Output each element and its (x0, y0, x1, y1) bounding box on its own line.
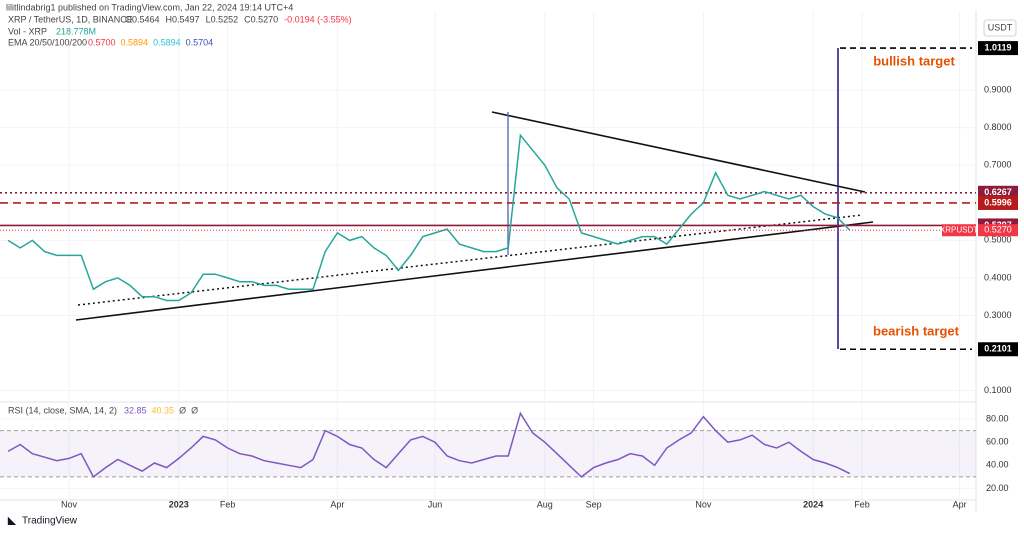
y-tick-label: 0.9000 (984, 84, 1012, 94)
volume-label: Vol - XRP (8, 26, 47, 36)
trendline (75, 221, 874, 321)
ohlc-value: H0.5497 (166, 14, 200, 24)
symbol: XRP / TetherUS, 1D, BINANCE (8, 14, 133, 24)
rsi-legend-value: 40.35 (152, 405, 175, 415)
ema-value: 0.5894 (121, 37, 149, 47)
ohlc-value: O0.5464 (125, 14, 160, 24)
series-line (7, 133, 851, 302)
y-tick-label: 20.00 (986, 483, 1009, 493)
y-tick-label: 0.5000 (984, 235, 1012, 245)
x-tick-label: Sep (586, 499, 602, 509)
price-label: 1.0119 (984, 42, 1011, 52)
y-tick-label: 0.4000 (984, 272, 1012, 282)
current-name: XRPUSDT (940, 225, 978, 234)
ohlc-value: L0.5252 (206, 14, 239, 24)
current-price-box (978, 224, 1018, 237)
volume-value: 218.778M (56, 26, 96, 36)
x-tick-label: Nov (695, 499, 712, 509)
x-tick-label: Feb (854, 499, 870, 509)
plot (0, 47, 976, 479)
annotation: bearish target (873, 323, 960, 338)
rsi-title: RSI (14, close, SMA, 14, 2) (8, 405, 117, 415)
x-tick-label: Aug (537, 499, 553, 509)
y-tick-label: 0.7000 (984, 160, 1012, 170)
series-line (7, 411, 851, 479)
ema-value: 0.5704 (186, 37, 214, 47)
rsi-legend-value: Ø (191, 405, 198, 415)
annotation: bullish target (873, 53, 955, 68)
y-tick-label: 60.00 (986, 437, 1009, 447)
y-tick-label: 80.00 (986, 413, 1009, 423)
x-tick-label: 2024 (803, 499, 823, 509)
ema-label: EMA 20/50/100/200 (8, 37, 87, 47)
rsi-legend-value: 32.85 (124, 405, 147, 415)
logo: TradingView (22, 516, 78, 527)
publisher: lilitlindabrig1 published on TradingView… (6, 2, 293, 12)
x-tick-label: Apr (953, 499, 967, 509)
rsi-legend-value: Ø (179, 405, 186, 415)
price-label-box (978, 342, 1018, 357)
ohlc-value: -0.0194 (-3.55%) (284, 14, 352, 24)
y-tick-label: 40.00 (986, 460, 1009, 470)
ohlc-value: C0.5270 (244, 14, 278, 24)
ema-value: 0.5894 (153, 37, 181, 47)
price-label-box (978, 195, 1018, 210)
current-price: 0.5270 (984, 225, 1012, 235)
y-tick-label: 0.3000 (984, 310, 1012, 320)
x-tick-label: Jun (428, 499, 443, 509)
grid (0, 12, 976, 500)
price-label: 0.5996 (984, 197, 1012, 207)
trendline (491, 111, 866, 193)
x-tick-label: 2023 (169, 499, 189, 509)
currency[interactable]: USDT (988, 22, 1013, 32)
x-tick-label: Feb (220, 499, 236, 509)
ema-value: 0.5700 (88, 37, 116, 47)
price-label: 0.2101 (984, 344, 1012, 354)
x-tick-label: Nov (61, 499, 78, 509)
y-tick-label: 0.1000 (984, 385, 1012, 395)
logo-mark: ◣ (7, 516, 17, 527)
price-label: 0.6267 (984, 187, 1012, 197)
y-tick-label: 0.8000 (984, 122, 1012, 132)
rsi-band (0, 430, 976, 477)
trendline (77, 214, 863, 306)
price-label-box (978, 41, 1018, 56)
x-tick-label: Apr (330, 499, 344, 509)
current-box (942, 224, 976, 237)
currency-box[interactable] (983, 19, 1017, 37)
